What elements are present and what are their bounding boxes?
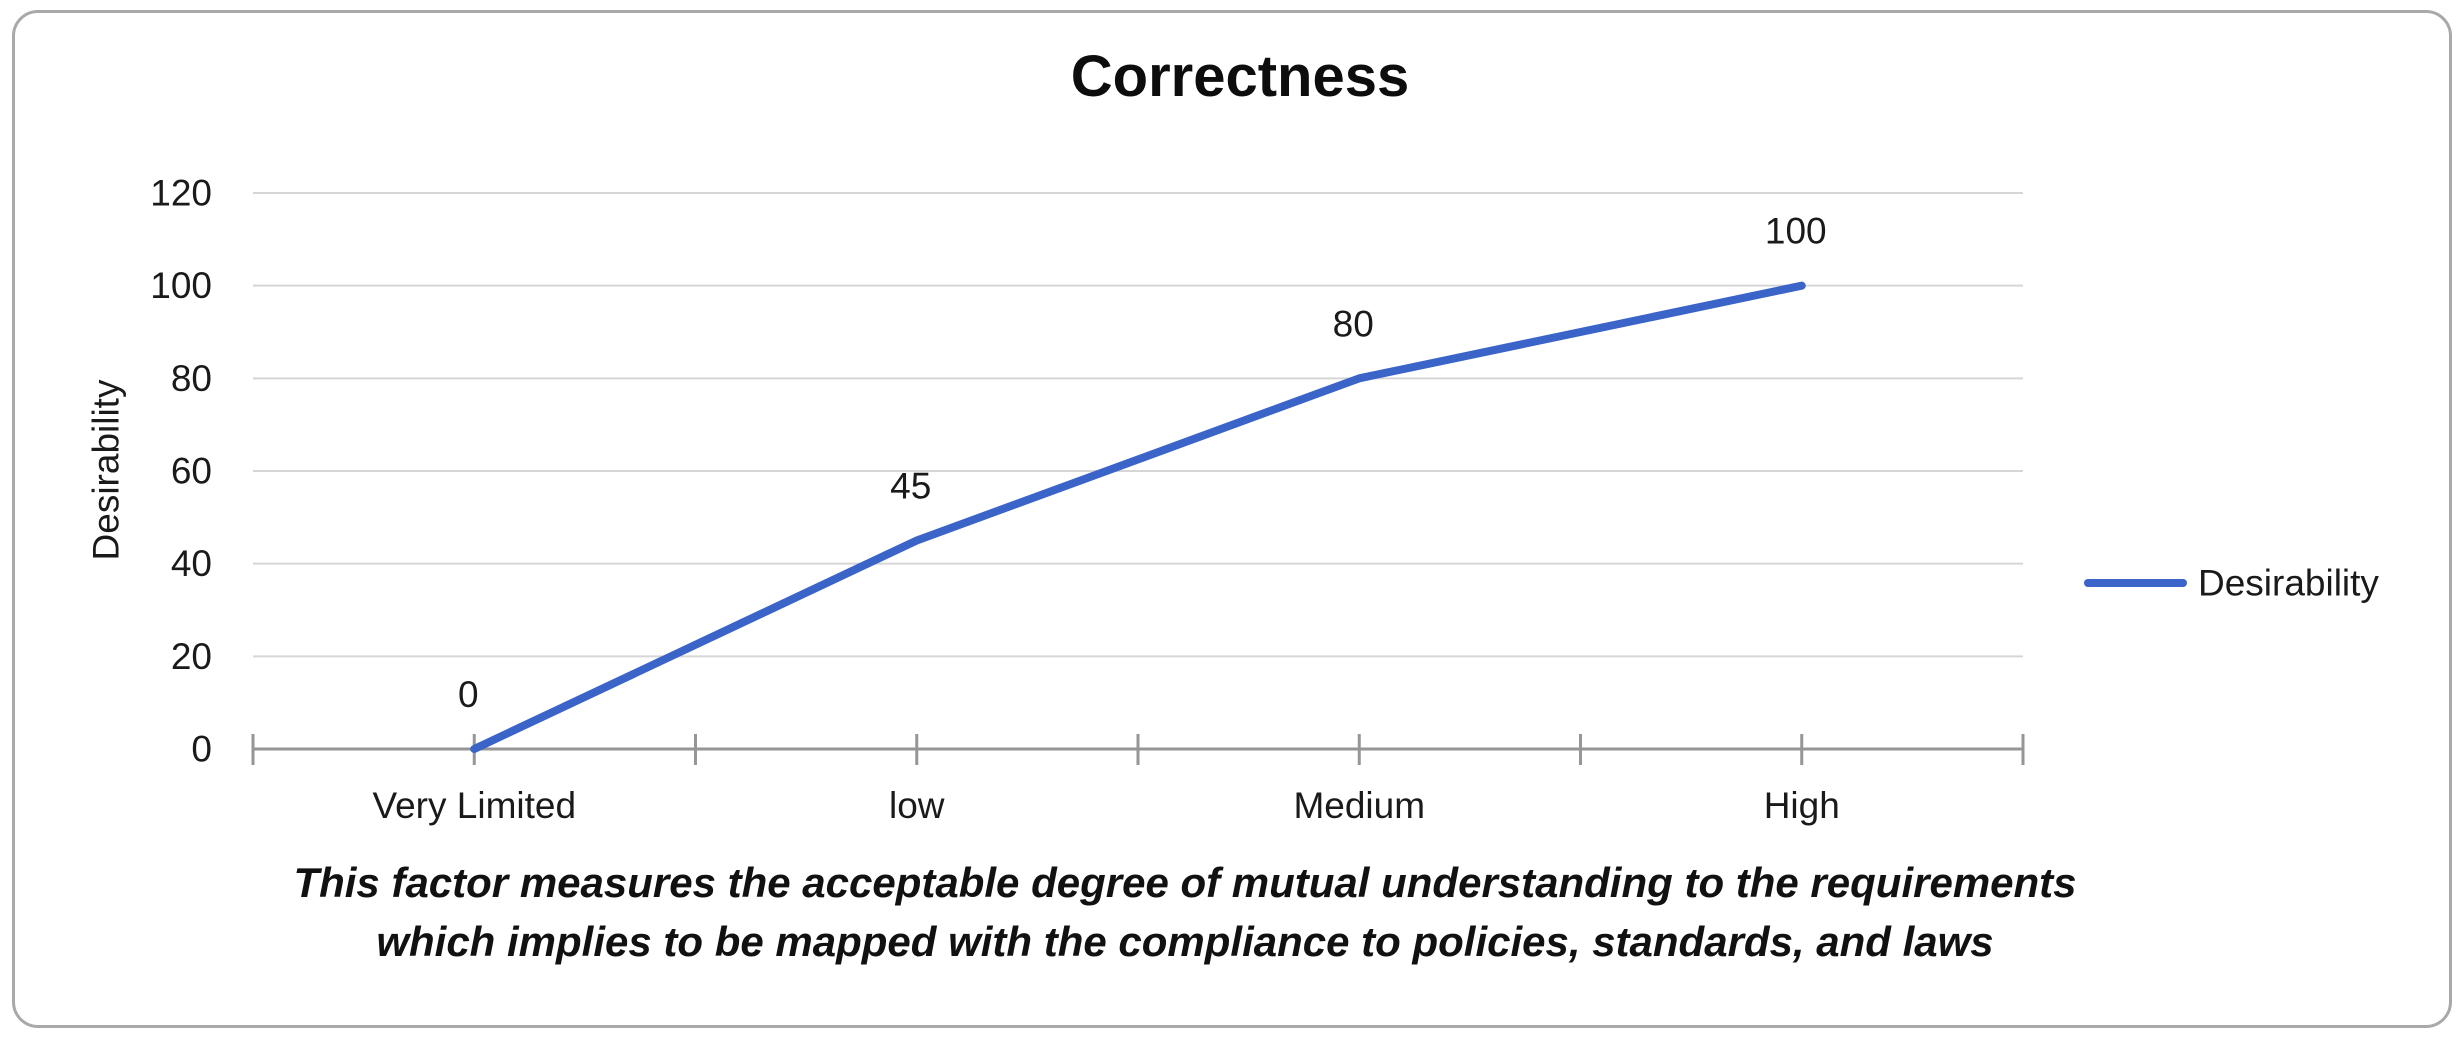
category-label-2: Medium — [1293, 785, 1425, 826]
data-label-0: 0 — [458, 674, 479, 715]
y-tick-label-60: 60 — [171, 451, 212, 492]
y-tick-label-100: 100 — [150, 265, 212, 306]
gridlines — [253, 192, 2023, 658]
chart-frame — [12, 10, 2452, 1028]
data-labels: 0 45 80 100 — [458, 211, 1827, 715]
category-label-1: low — [889, 785, 945, 826]
chart-title: Correctness — [1071, 44, 1409, 109]
category-label-3: High — [1764, 785, 1840, 826]
series-desirability — [470, 281, 1806, 753]
data-label-2: 80 — [1333, 303, 1374, 344]
caption-line-2: which implies to be mapped with the comp… — [376, 918, 1993, 965]
category-label-0: Very Limited — [372, 785, 576, 826]
y-tick-label-120: 120 — [150, 173, 212, 214]
series-polyline-desirability — [470, 281, 1806, 753]
y-axis-title: Desirability — [86, 379, 127, 560]
data-label-1: 45 — [890, 466, 931, 507]
y-tick-label-40: 40 — [171, 543, 212, 584]
y-tick-label-0: 0 — [191, 729, 212, 770]
y-tick-label-20: 20 — [171, 636, 212, 677]
caption-line-1: This factor measures the acceptable degr… — [293, 859, 2076, 906]
data-label-3: 100 — [1765, 211, 1827, 252]
x-axis-category-labels: Very Limited low Medium High — [372, 785, 1839, 826]
legend-label: Desirability — [2198, 563, 2379, 604]
legend: Desirability — [2084, 563, 2379, 604]
x-axis — [251, 734, 2025, 765]
y-axis-tick-labels: 0 20 40 60 80 100 120 — [150, 173, 212, 770]
y-tick-label-80: 80 — [171, 358, 212, 399]
